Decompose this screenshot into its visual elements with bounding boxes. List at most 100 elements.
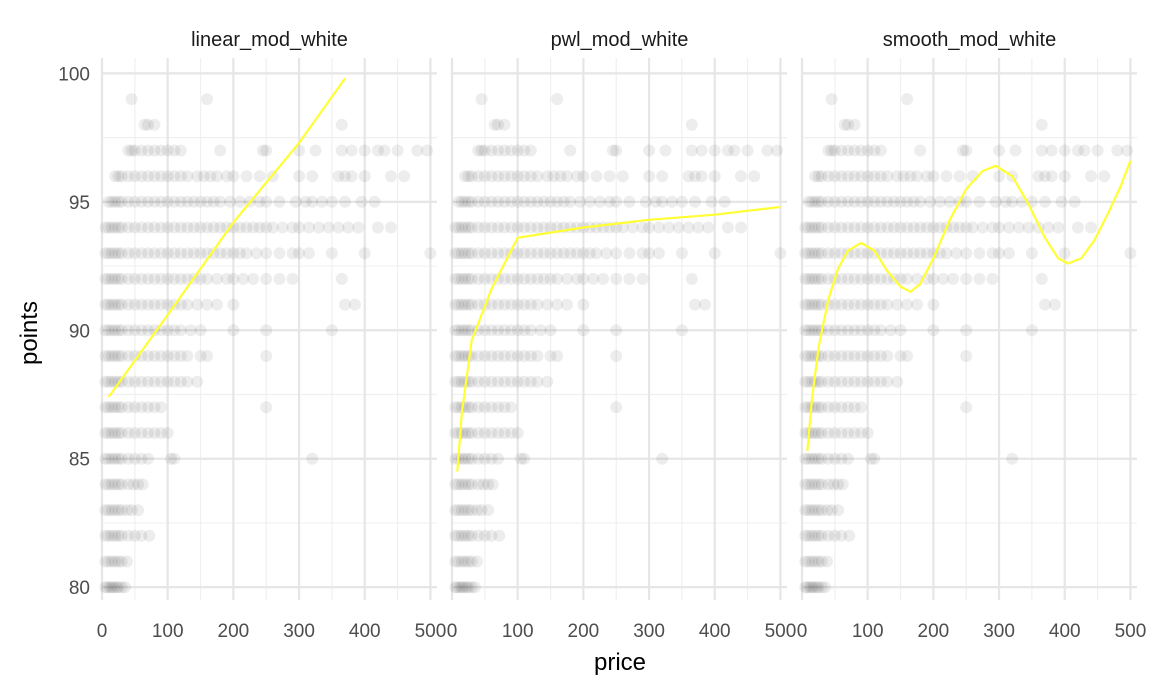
data-point [260, 247, 273, 260]
data-point [822, 221, 835, 234]
points-layer [99, 93, 437, 594]
data-point [155, 195, 168, 208]
facet-title: linear_mod_white [191, 29, 348, 51]
data-point [135, 247, 148, 260]
data-point [835, 144, 848, 157]
data-point [708, 170, 721, 183]
data-point [102, 478, 115, 491]
data-point [306, 170, 319, 183]
data-point [168, 221, 181, 234]
data-point [809, 452, 822, 465]
y-tick-label: 80 [69, 578, 90, 599]
data-point [168, 375, 181, 388]
data-point [455, 504, 468, 517]
data-point [587, 272, 600, 285]
x-tick-label: 100 [852, 621, 884, 642]
data-point [544, 221, 557, 234]
x-tick-label: 300 [633, 621, 665, 642]
data-point [478, 427, 491, 439]
data-point [142, 118, 154, 131]
data-point [449, 272, 462, 285]
data-point [810, 581, 823, 594]
data-point [835, 452, 848, 465]
data-point [812, 195, 825, 208]
data-point [181, 247, 194, 260]
data-point [161, 195, 174, 208]
data-point [590, 221, 603, 234]
x-tick-label: 200 [218, 621, 250, 642]
data-point [455, 272, 468, 285]
data-point [498, 298, 511, 311]
data-point [115, 324, 128, 337]
data-point [924, 195, 937, 208]
data-point [819, 581, 831, 594]
data-point [881, 170, 894, 183]
data-point [201, 93, 214, 106]
data-point [132, 504, 145, 517]
data-point [835, 350, 848, 362]
data-point [455, 350, 468, 362]
data-point [142, 427, 154, 439]
data-point [689, 298, 701, 311]
data-point [449, 350, 462, 362]
data-point [220, 221, 233, 234]
data-point [590, 247, 603, 260]
data-point [799, 324, 812, 337]
data-point [135, 298, 148, 311]
data-point [99, 221, 112, 234]
data-point [109, 452, 122, 465]
data-point [636, 221, 649, 234]
data-point [718, 195, 731, 208]
data-point [825, 93, 838, 106]
data-point [1111, 144, 1124, 157]
data-point [973, 247, 986, 260]
data-point [227, 272, 240, 285]
data-point [345, 144, 358, 157]
data-point [505, 170, 518, 183]
data-point [492, 401, 504, 414]
data-point [112, 581, 125, 594]
data-point [492, 144, 504, 157]
data-point [136, 478, 149, 491]
data-point [960, 195, 973, 208]
data-point [894, 350, 907, 362]
data-point [828, 195, 841, 208]
data-point [462, 350, 475, 362]
data-point [524, 247, 537, 260]
data-point [109, 529, 122, 542]
data-point [652, 221, 665, 234]
data-point [682, 170, 695, 183]
data-point [828, 170, 841, 183]
data-point [478, 144, 491, 157]
data-point [148, 144, 161, 157]
data-point [240, 170, 253, 183]
data-point [897, 170, 910, 183]
data-point [805, 298, 818, 311]
data-point [135, 350, 148, 362]
data-point [462, 298, 475, 311]
data-point [531, 375, 544, 388]
data-point [748, 170, 761, 183]
data-point [577, 298, 590, 311]
data-point [812, 427, 825, 439]
data-point [821, 504, 833, 517]
data-point [286, 221, 299, 234]
data-point [148, 298, 161, 311]
data-point [976, 221, 989, 234]
data-point [462, 529, 475, 542]
data-point [191, 170, 204, 183]
data-point [460, 581, 473, 594]
data-point [260, 350, 273, 362]
data-point [276, 221, 289, 234]
data-point [828, 298, 841, 311]
data-point [666, 195, 678, 208]
data-point [570, 247, 583, 260]
data-point [352, 221, 365, 234]
data-point [868, 298, 881, 311]
data-point [868, 324, 881, 337]
data-point [1025, 247, 1038, 260]
data-point [802, 247, 815, 260]
data-point [465, 170, 478, 183]
data-point [656, 452, 669, 465]
data-point [825, 144, 838, 157]
